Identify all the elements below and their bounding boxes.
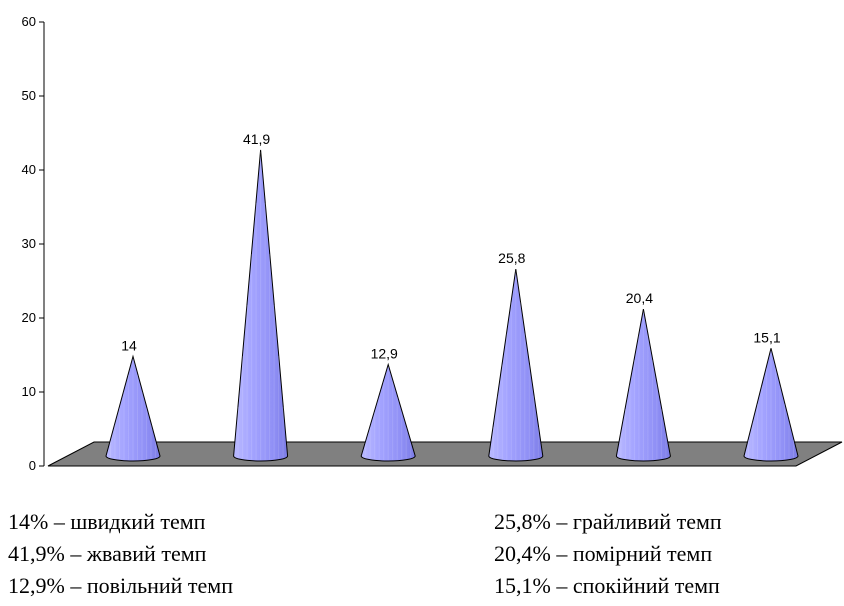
chart-floor — [47, 441, 843, 467]
legend-item: 20,4% – помірний темп — [494, 541, 713, 566]
legend-column-right: 25,8% – грайливий темп 20,4% – помірний … — [494, 506, 722, 602]
y-tick-label: 40 — [22, 162, 36, 177]
data-label: 41,9 — [243, 131, 270, 147]
cone-body — [233, 149, 289, 462]
data-label: 20,4 — [626, 290, 653, 306]
cone-body — [105, 354, 161, 462]
y-tick-label: 0 — [29, 458, 36, 473]
legend-item: 15,1% – спокійний темп — [494, 573, 720, 598]
legend-item: 14% – швидкий темп — [8, 509, 206, 534]
cone-body — [360, 362, 416, 462]
cone-bar — [360, 362, 416, 462]
cone-chart: 0 10 20 30 40 50 60 14 41,9 12,9 25,8 20,4 15,1 — [22, 14, 843, 473]
y-tick-label: 50 — [22, 88, 36, 103]
data-label: 15,1 — [753, 329, 780, 345]
legend-item: 25,8% – грайливий темп — [494, 509, 722, 534]
cone-body — [615, 308, 671, 462]
legend-item: 41,9% – жвавий темп — [8, 541, 207, 566]
data-label: 12,9 — [371, 346, 398, 362]
y-tick-label: 10 — [22, 384, 36, 399]
y-tick-label: 30 — [22, 236, 36, 251]
legend-item: 12,9% – повільний темп — [8, 573, 234, 598]
cone-body — [488, 269, 544, 462]
cone-body — [743, 348, 799, 462]
y-tick-label: 60 — [22, 14, 36, 29]
cone-bar — [743, 348, 799, 462]
cone-bar — [615, 308, 671, 462]
data-label: 14 — [121, 337, 137, 353]
cone-bar — [488, 269, 544, 462]
legend-column-left: 14% – швидкий темп 41,9% – жвавий темп 1… — [8, 506, 233, 602]
data-label: 25,8 — [498, 250, 525, 266]
y-tick-label: 20 — [22, 310, 36, 325]
cone-bar — [233, 149, 289, 462]
cone-bar — [105, 354, 161, 462]
legend: 14% – швидкий темп 41,9% – жвавий темп 1… — [0, 506, 844, 606]
